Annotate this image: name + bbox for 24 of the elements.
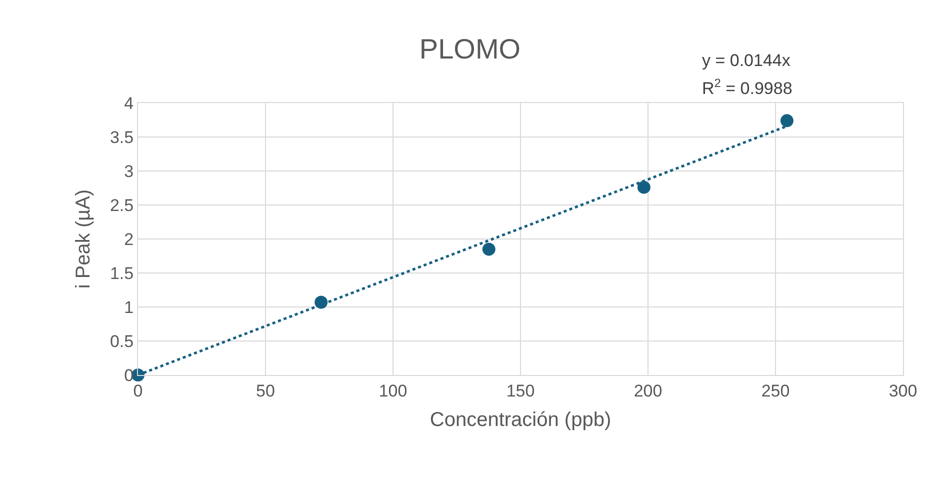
y-tick-label: 0.5: [110, 332, 134, 351]
y-tick-label: 0: [124, 366, 134, 385]
text: y = 0.0144x: [702, 51, 791, 70]
chart-title: PLOMO: [419, 34, 521, 65]
x-tick-label: 100: [378, 381, 408, 400]
y-tick-label: 2.5: [110, 196, 134, 215]
text: R$^{2}$ = 0.9988: [702, 76, 792, 98]
y-tick-label: 2: [124, 230, 134, 249]
point: [314, 296, 328, 309]
x-axis-title: Concentración (ppb): [430, 408, 612, 431]
x-tick-label: 200: [634, 381, 662, 400]
y-tick-label: 4: [124, 94, 134, 113]
point: [637, 180, 650, 194]
y-tick-label: 1: [124, 298, 134, 317]
y-tick-label: 3: [124, 162, 134, 181]
x-tick-label: 250: [761, 381, 790, 400]
x-tick-label: 50: [256, 381, 275, 400]
point: [482, 242, 496, 256]
y-axis-title: i Peak (µA): [72, 189, 94, 289]
point: [780, 114, 794, 128]
x-tick-label: 300: [888, 381, 918, 400]
y-tick-label: 3.5: [110, 128, 134, 147]
y-tick-label: 1.5: [110, 264, 134, 283]
x-tick-label: 150: [506, 381, 535, 400]
